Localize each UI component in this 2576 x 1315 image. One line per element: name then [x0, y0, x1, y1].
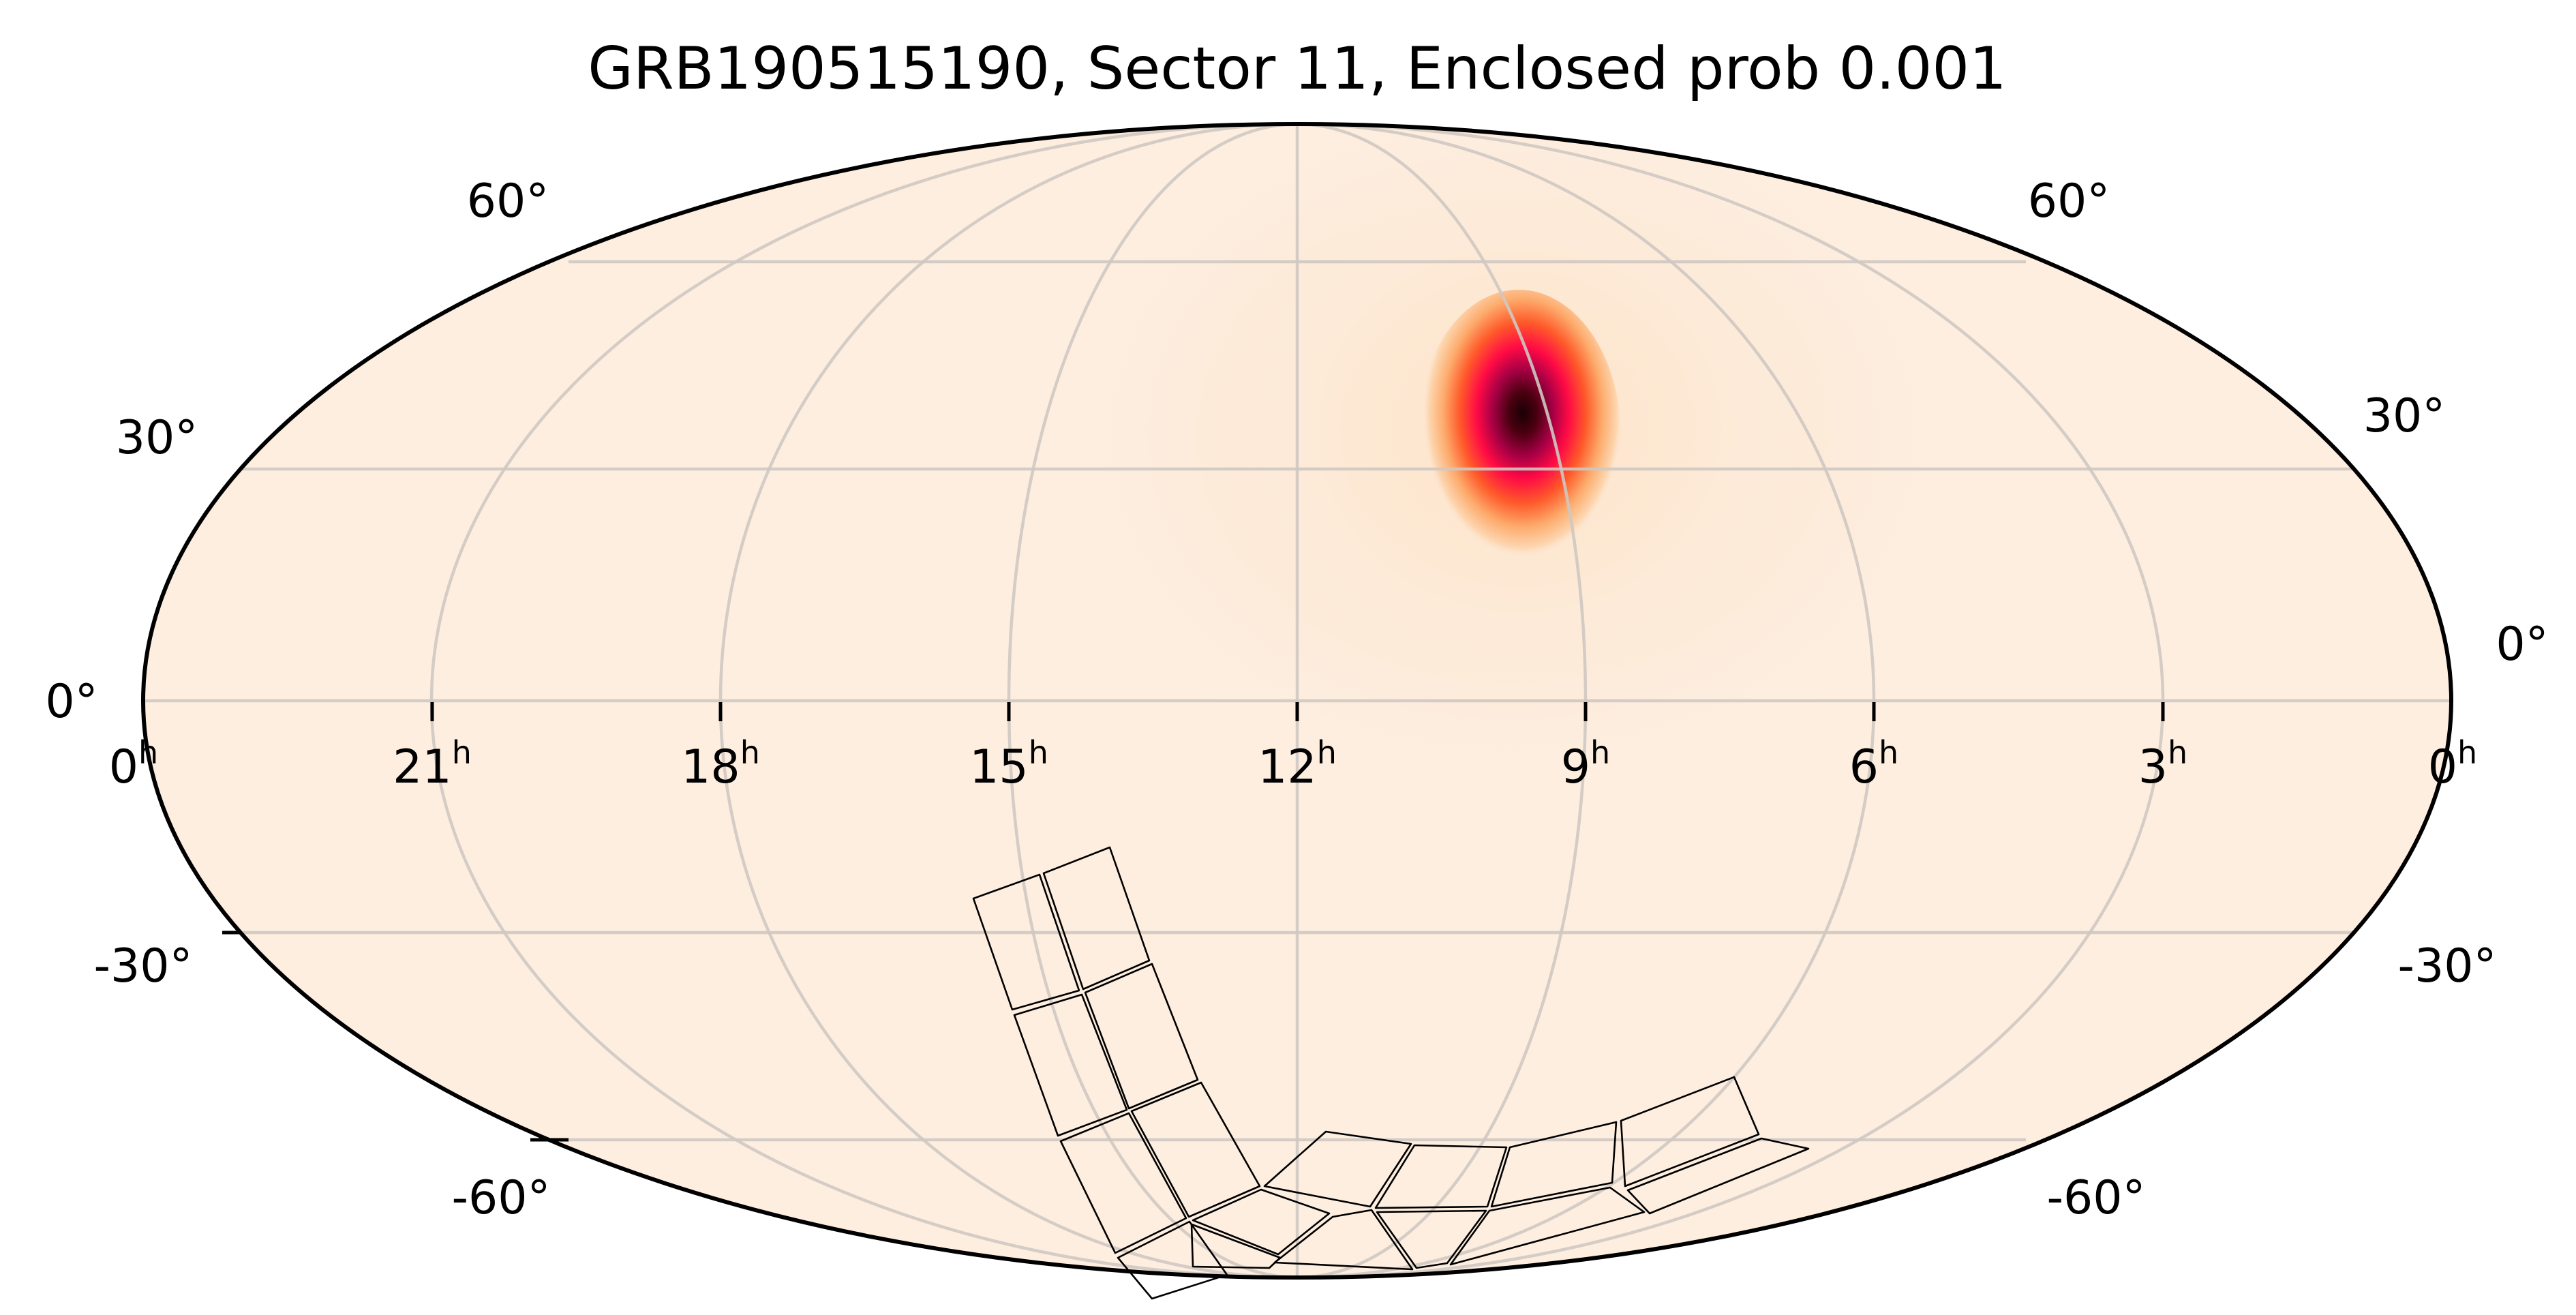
ccd-outline: [1042, 846, 1151, 991]
ccd-outline: [1013, 993, 1128, 1137]
chart-title: GRB190515190, Sector 11, Enclosed prob 0…: [588, 35, 2007, 103]
dec-label: 30°: [2363, 389, 2446, 443]
ccd-outline: [1059, 1112, 1187, 1254]
ccd-outline: [1620, 1076, 1760, 1188]
graticule: [143, 124, 2451, 1278]
dec-label: -60°: [2046, 1171, 2145, 1225]
ra-label: 0h: [109, 734, 158, 794]
ccd-outline: [1263, 1130, 1412, 1208]
ccd-outline: [1192, 1188, 1331, 1256]
meridian-18h-6h: [718, 124, 1876, 1278]
probability-heatmap: [1022, 124, 2004, 818]
ra-label: 12h: [1258, 734, 1337, 794]
ra-label: 18h: [681, 734, 760, 794]
ccd-outline: [1130, 1081, 1261, 1218]
dec-label: 0°: [45, 675, 97, 729]
ccd-outline: [1490, 1121, 1618, 1208]
ccd-outline: [972, 873, 1080, 1011]
meridian-21h-3h: [429, 124, 2165, 1278]
dec-label: 60°: [2028, 175, 2110, 228]
ccd-outline: [1449, 1186, 1646, 1266]
sky-map: [141, 122, 2453, 1300]
dec-label: 30°: [116, 411, 198, 465]
ra-label: 9h: [1561, 734, 1610, 794]
tess-sector-footprint: [972, 846, 1810, 1300]
ccd-outline: [1374, 1144, 1508, 1209]
dec-label: -30°: [93, 939, 192, 993]
dec-label: 60°: [467, 175, 549, 228]
ra-labels: 0h 21h 18h 15h 12h 9h 6h 3h 0h: [109, 734, 2477, 794]
ccd-outline: [1273, 1209, 1414, 1271]
ccd-outline: [1626, 1137, 1810, 1215]
ra-label: 0h: [2428, 734, 2477, 794]
ra-label: 15h: [969, 734, 1048, 794]
ra-label: 6h: [1849, 734, 1898, 794]
dec-label: -30°: [2397, 939, 2496, 993]
dec-labels-left: 60° 30° 0° -30° -60°: [45, 175, 550, 1225]
ra-label: 3h: [2138, 734, 2187, 794]
sky-frame: [141, 122, 2453, 1280]
ra-label: 21h: [393, 734, 472, 794]
dec-labels-right: 60° 30° 0° -30° -60°: [2028, 175, 2549, 1225]
ra-ticks: [222, 702, 2165, 1142]
meridian-15h-9h: [1007, 124, 1588, 1278]
dec-label: -60°: [451, 1171, 550, 1225]
dec-label: 0°: [2496, 618, 2548, 671]
ccd-outline: [1190, 1223, 1282, 1269]
ccd-outline: [1376, 1209, 1487, 1269]
ccd-outline: [1084, 963, 1199, 1110]
